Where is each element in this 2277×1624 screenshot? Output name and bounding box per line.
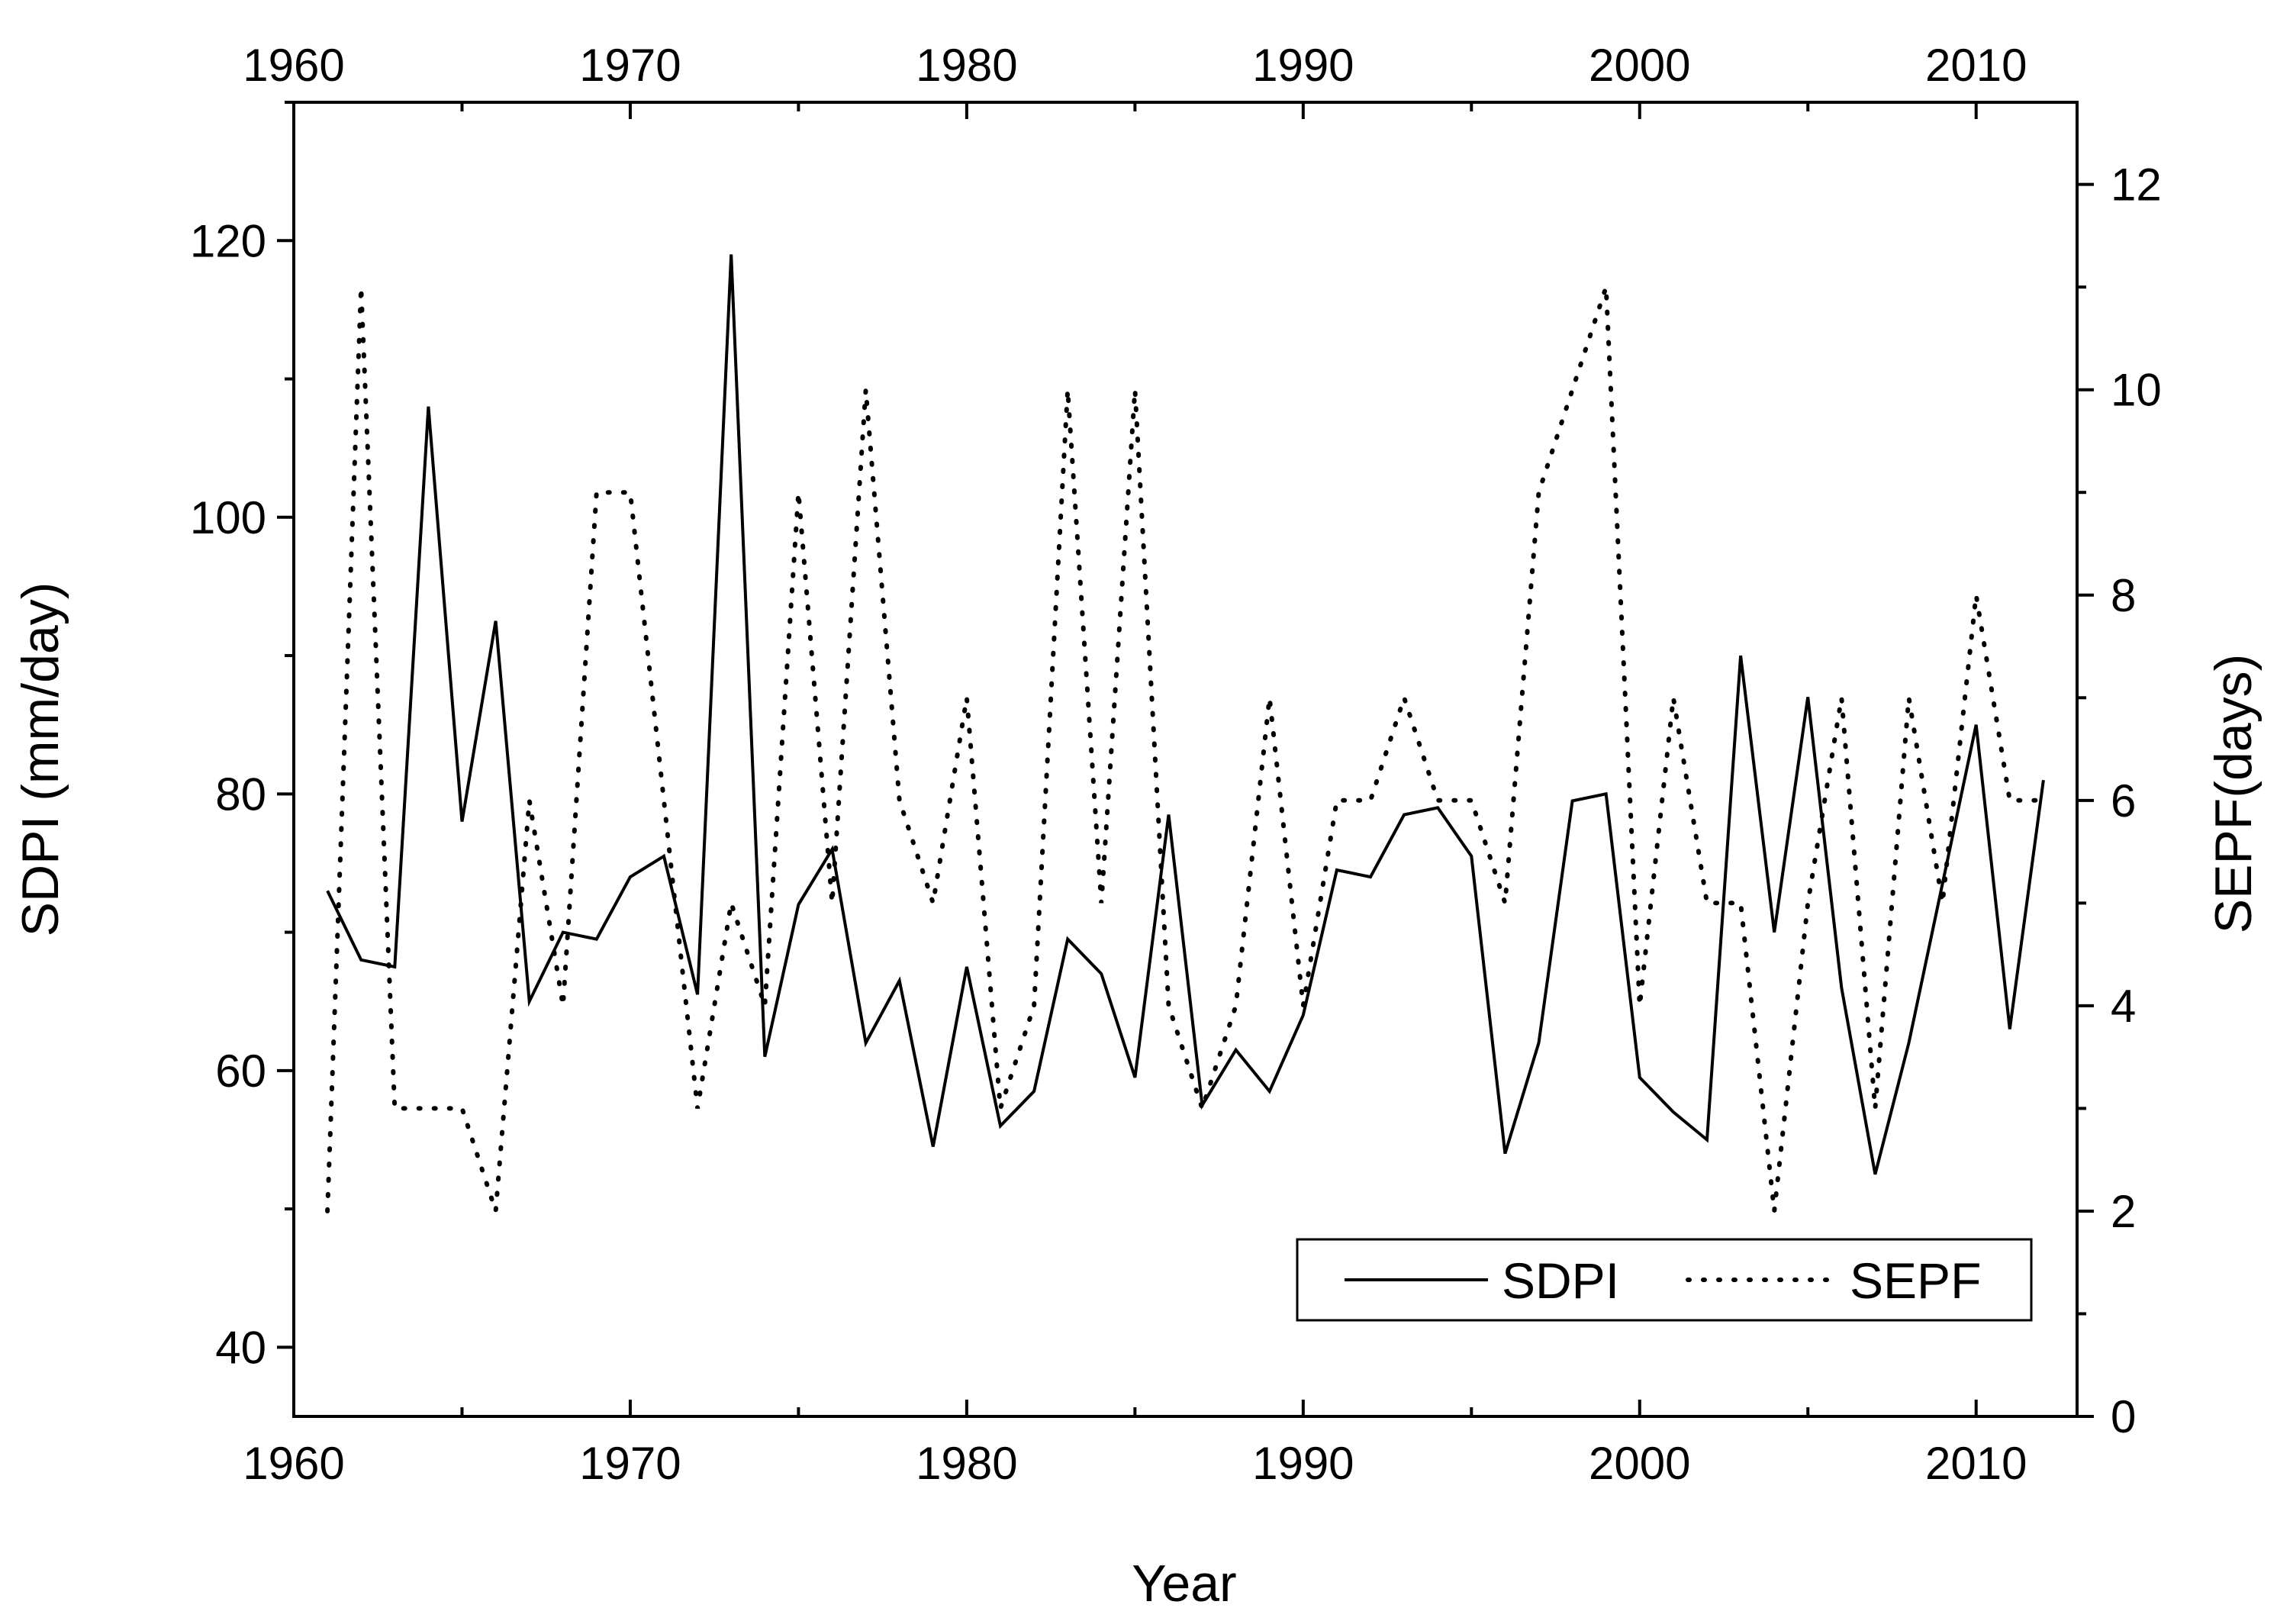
data-point-sepf-2009 xyxy=(1941,901,1944,904)
series-line-sdpi xyxy=(326,254,2045,1175)
tick-marks xyxy=(277,101,2094,1418)
x-tick-label-bottom: 1990 xyxy=(1252,1438,1354,1489)
data-point-sepf-1983 xyxy=(1066,388,1069,392)
x-tick-label-top: 2010 xyxy=(1925,40,2027,91)
y-right-tick-label: 4 xyxy=(2111,981,2136,1032)
legend-label-sepf: SEPF xyxy=(1850,1252,1981,1309)
y-axis-left-title: SDPI (mm/day) xyxy=(11,582,69,937)
data-point-sepf-1968 xyxy=(562,1004,565,1007)
data-point-sepf-2000 xyxy=(1638,1004,1641,1007)
x-tick-label-top: 1990 xyxy=(1252,40,1354,91)
data-points xyxy=(326,253,2045,1213)
data-point-sepf-1971 xyxy=(662,799,665,802)
y-left-tick-label: 100 xyxy=(190,492,266,543)
data-point-sepf-2002 xyxy=(1705,901,1709,904)
x-tick-label-bottom: 2010 xyxy=(1925,1438,2027,1489)
y-left-tick-label: 120 xyxy=(190,215,266,266)
y-axis-left-tick-labels: 40 60 80 100 120 xyxy=(190,215,266,1373)
data-point-sepf-2003 xyxy=(1739,901,1742,904)
x-axis-title: Year xyxy=(1132,1555,1236,1613)
data-point-sepf-1989 xyxy=(1268,696,1271,699)
x-tick-label-top: 1960 xyxy=(243,40,344,91)
y-right-tick-label: 10 xyxy=(2111,365,2162,416)
y-axis-right-title: SEPF(days) xyxy=(2205,654,2263,934)
y-left-tick-label: 40 xyxy=(215,1322,266,1373)
y-left-tick-label: 80 xyxy=(215,768,266,820)
plot-frame xyxy=(292,101,2079,1418)
y-right-tick-label: 8 xyxy=(2111,570,2136,621)
data-point-sepf-2011 xyxy=(2008,799,2011,802)
x-axis-bottom-tick-labels: 1960 1970 1980 1990 2000 2010 xyxy=(243,1438,2027,1489)
data-point-sepf-1985 xyxy=(1133,388,1136,392)
x-tick-label-top: 1980 xyxy=(916,40,1017,91)
y-right-tick-label: 6 xyxy=(2111,775,2136,826)
x-tick-label-top: 2000 xyxy=(1589,40,1690,91)
x-tick-label-bottom: 1960 xyxy=(243,1438,344,1489)
y-right-tick-label: 12 xyxy=(2111,160,2162,211)
data-point-sepf-1970 xyxy=(629,491,632,494)
legend: SDPI SEPF xyxy=(1296,1238,2033,1322)
x-tick-label-bottom: 1980 xyxy=(916,1438,1017,1489)
y-right-tick-label: 0 xyxy=(2111,1391,2136,1442)
data-point-sepf-1976 xyxy=(831,901,834,904)
series-line-sepf xyxy=(325,286,2046,1213)
data-point-sepf-1975 xyxy=(797,491,800,494)
data-point-sepf-1988 xyxy=(1235,1004,1238,1007)
data-point-sepf-1962 xyxy=(359,285,362,288)
y-right-tick-label: 2 xyxy=(2111,1186,2136,1237)
data-point-sepf-1964 xyxy=(427,1107,430,1110)
y-left-tick-label: 60 xyxy=(215,1046,266,1097)
y-axis-right-tick-labels: 0 2 4 6 8 10 12 xyxy=(2111,160,2162,1442)
x-tick-label-bottom: 1970 xyxy=(579,1438,681,1489)
x-axis-top-tick-labels: 1960 1970 1980 1990 2000 2010 xyxy=(243,40,2027,91)
x-tick-label-bottom: 2000 xyxy=(1589,1438,1690,1489)
legend-label-sdpi: SDPI xyxy=(1502,1252,1619,1309)
data-point-sepf-1991 xyxy=(1335,799,1338,802)
data-point-sepf-1999 xyxy=(1605,285,1608,288)
data-point-sepf-1973 xyxy=(729,901,733,904)
x-tick-label-top: 1970 xyxy=(579,40,681,91)
data-point-sepf-1963 xyxy=(393,1107,396,1110)
